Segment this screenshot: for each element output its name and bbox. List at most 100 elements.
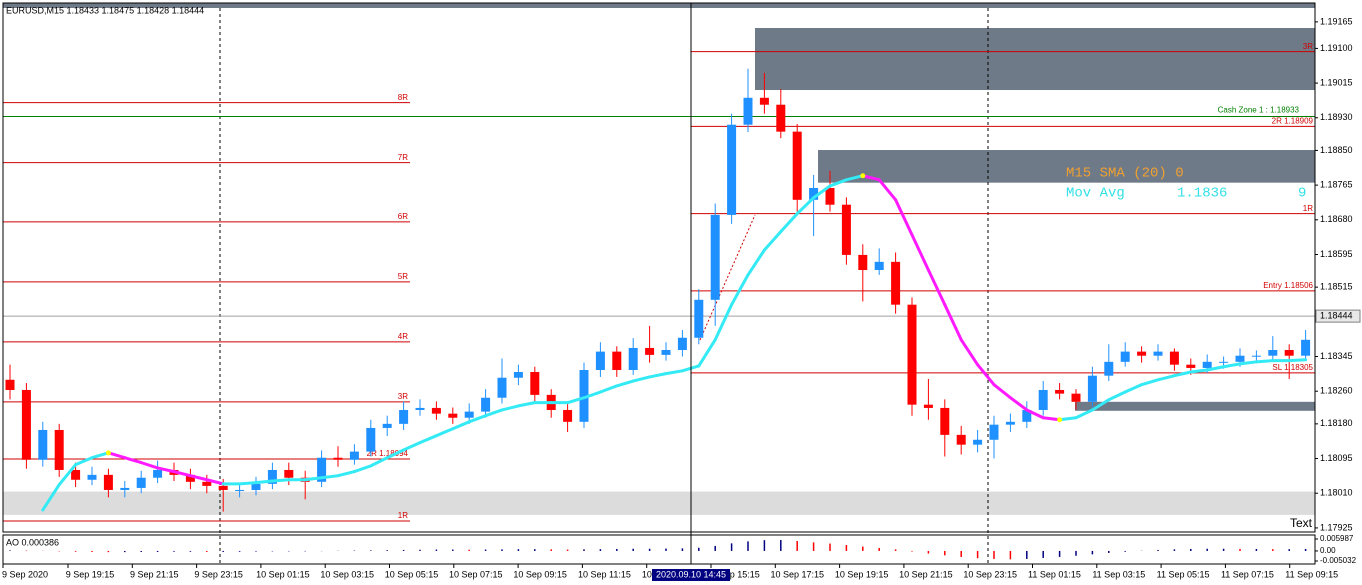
candle-body xyxy=(710,214,720,300)
x-tick-label: 10 Sep 11:15 xyxy=(578,569,631,579)
candle-body xyxy=(1251,355,1261,357)
x-tick-label: 10 Sep 09:15 xyxy=(513,569,567,579)
candle-body xyxy=(989,424,999,440)
candle-body xyxy=(759,97,769,105)
candle-body xyxy=(103,474,113,490)
sma-segment xyxy=(1254,359,1275,364)
indicator-value: 1.1836 xyxy=(1177,186,1227,202)
x-tick-label: 9 Sep 21:15 xyxy=(130,569,179,579)
sma-segment xyxy=(500,404,520,412)
chart-title: EURUSD,M15 1.18433 1.18475 1.18428 1.184… xyxy=(6,5,204,15)
candle-body xyxy=(54,429,64,470)
candle-body xyxy=(448,413,458,418)
level-label: 1R xyxy=(1303,204,1313,213)
sma-segment xyxy=(336,470,356,478)
candle-body xyxy=(38,429,48,460)
candle-body xyxy=(579,369,589,422)
level-label: 2R 1.18094 xyxy=(367,449,409,458)
candles xyxy=(5,68,1311,512)
sma-line xyxy=(41,173,1308,512)
sma-segment xyxy=(254,479,274,485)
candle-body xyxy=(677,337,687,350)
sma-segment xyxy=(41,483,61,512)
sma-segment xyxy=(713,303,734,342)
x-tick-label: 10 Sep 03:15 xyxy=(320,569,374,579)
y-tick-label: 1.18515 xyxy=(1320,282,1353,292)
candle-body xyxy=(891,261,901,305)
sma-segment xyxy=(516,401,537,408)
sma-segment xyxy=(467,414,488,424)
candle-body xyxy=(661,349,671,355)
current-price-label: 1.18444 xyxy=(1320,310,1353,320)
ao-panel xyxy=(9,539,1307,560)
candle-body xyxy=(595,351,605,370)
level-label: 8R xyxy=(398,93,408,102)
sma-segment xyxy=(697,338,717,368)
sma-segment xyxy=(90,451,110,460)
sma-segment xyxy=(1205,365,1226,372)
zone xyxy=(818,150,1315,183)
sma-segment xyxy=(795,196,816,216)
sma-segment xyxy=(1058,416,1078,422)
x-tick-label: 10 Sep 01:15 xyxy=(256,569,310,579)
candle-body xyxy=(776,104,786,132)
ao-label: AO 0.000386 xyxy=(6,537,59,547)
axes: 1.19165 1.19100 1.19015 1.18930 1.18850 1.187… xyxy=(2,16,1361,581)
candle-body xyxy=(136,477,146,488)
sma-segment xyxy=(1090,398,1111,412)
candle-body xyxy=(973,439,983,445)
sma-segment xyxy=(74,456,94,467)
candle-body xyxy=(202,481,212,486)
x-tick-label: 10 Sep 23:15 xyxy=(963,569,1017,579)
level-label: 5R xyxy=(398,272,408,281)
y-tick-label: 1.18595 xyxy=(1320,249,1353,259)
candle-body xyxy=(366,427,376,452)
candle-body xyxy=(120,487,130,490)
sma-segment xyxy=(1008,396,1029,412)
sma-segment xyxy=(926,268,947,307)
candle-body xyxy=(1055,389,1065,394)
sma-segment xyxy=(910,233,930,272)
y-tick-label: 1.18680 xyxy=(1320,214,1353,224)
level-label: 1R xyxy=(398,511,408,520)
zones xyxy=(3,27,1315,515)
indicator-name: Mov Avg xyxy=(1066,186,1125,202)
candle-body xyxy=(1268,349,1278,356)
candle-body xyxy=(235,489,245,491)
y-tick-label: 1.18095 xyxy=(1320,453,1353,463)
sma-segment xyxy=(172,470,192,478)
y-tick-label: 1.19015 xyxy=(1320,77,1353,87)
candle-body xyxy=(1005,421,1015,425)
trend-line xyxy=(699,214,756,341)
candle-body xyxy=(907,304,917,405)
corner-text: Text xyxy=(1290,516,1313,530)
sma-segment xyxy=(566,396,586,405)
candle-body xyxy=(825,187,835,205)
sma-segment xyxy=(451,420,471,431)
sma-segment xyxy=(188,474,209,482)
ao-frame xyxy=(2,534,1316,565)
candle-body xyxy=(5,379,15,390)
candle-body xyxy=(628,347,638,370)
level-label: SL 1.18305 xyxy=(1272,363,1313,372)
y-tick-label: 1.17925 xyxy=(1320,522,1353,532)
candle-body xyxy=(1301,339,1311,356)
x-tick-label: 10 Sep 19:15 xyxy=(835,569,889,579)
zone xyxy=(3,491,1315,515)
candle-body xyxy=(21,389,31,460)
zone xyxy=(755,27,1315,91)
sma-segment xyxy=(861,174,881,182)
sma-segment xyxy=(402,441,422,452)
level-label: Entry 1.18506 xyxy=(1263,281,1313,290)
candle-body xyxy=(497,377,507,398)
candle-body xyxy=(1022,409,1032,422)
candle-body xyxy=(1120,351,1130,362)
x-tick-label: 10 Sep 05:15 xyxy=(385,569,439,579)
indicator-count: 9 xyxy=(1298,186,1306,202)
candle-body xyxy=(415,407,425,410)
candle-body xyxy=(1137,351,1147,356)
y-tick-label: 1.18180 xyxy=(1320,418,1353,428)
candle-body xyxy=(185,474,195,482)
y-tick-label: 1.18930 xyxy=(1320,112,1353,122)
sma-segment xyxy=(730,273,750,307)
